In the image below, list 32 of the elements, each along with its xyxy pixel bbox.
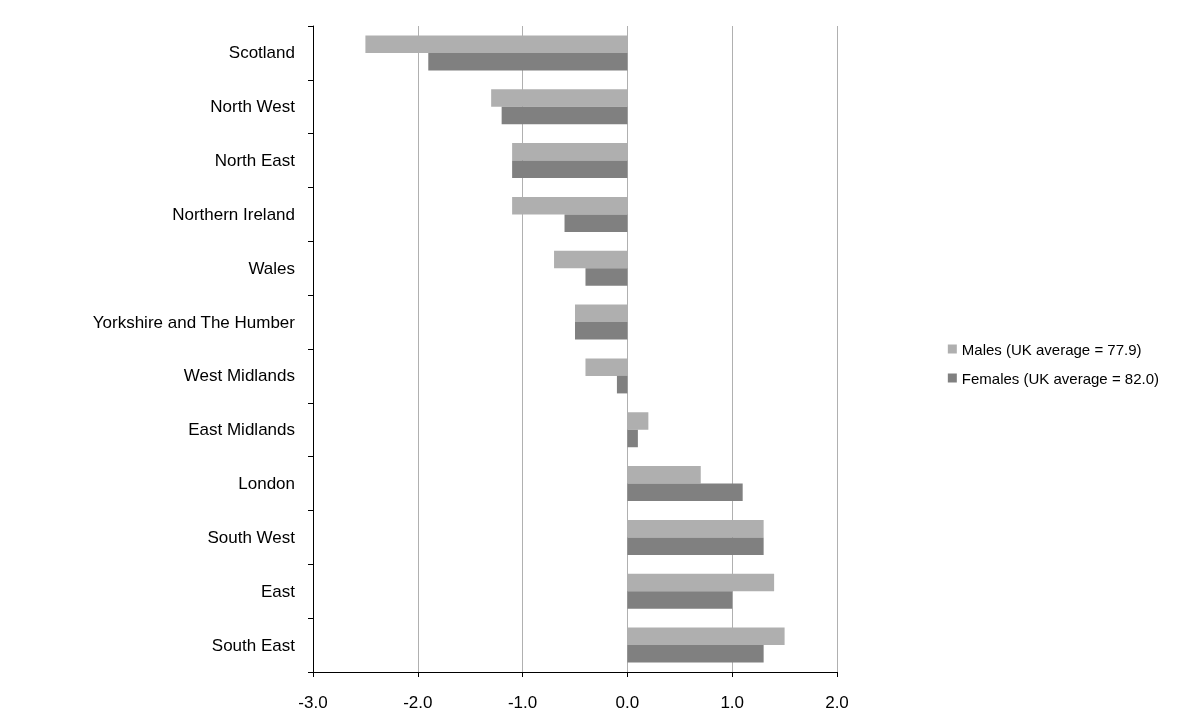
x-tick-label: -1.0 <box>507 693 538 712</box>
legend-label: Females (UK average = 82.0) <box>961 369 1160 387</box>
y-tick-label: Northern Ireland <box>172 204 295 224</box>
y-tick-label: Yorkshire and The Humber <box>92 312 296 332</box>
bar <box>616 375 628 394</box>
x-tick-label: -3.0 <box>298 693 328 712</box>
bar <box>627 591 733 609</box>
bar <box>428 52 628 71</box>
y-tick-label: East Midlands <box>188 420 295 440</box>
y-tick-label: Scotland <box>228 43 295 63</box>
bar <box>575 322 628 340</box>
legend-label: Males (UK average = 77.9) <box>961 340 1142 358</box>
y-tick-label: South West <box>207 527 296 547</box>
x-tick-label: -2.0 <box>403 693 433 712</box>
bar <box>627 537 764 555</box>
bar <box>501 106 628 125</box>
y-tick-label: North East <box>214 151 296 171</box>
y-tick-label: North West <box>210 97 296 117</box>
bar <box>627 483 743 502</box>
bar <box>627 645 764 663</box>
bar <box>564 214 628 232</box>
x-tick-label: 2.0 <box>825 693 849 712</box>
bar <box>627 429 638 448</box>
y-tick-label: Wales <box>248 258 295 278</box>
bar <box>512 160 628 179</box>
y-tick-label: South East <box>211 635 296 655</box>
y-tick-label: London <box>238 474 295 494</box>
x-tick-label: 1.0 <box>720 693 745 712</box>
y-tick-label: West Midlands <box>183 366 295 386</box>
y-tick-label: East <box>260 581 296 601</box>
bar <box>585 268 628 286</box>
x-tick-label: 0.0 <box>615 693 640 712</box>
